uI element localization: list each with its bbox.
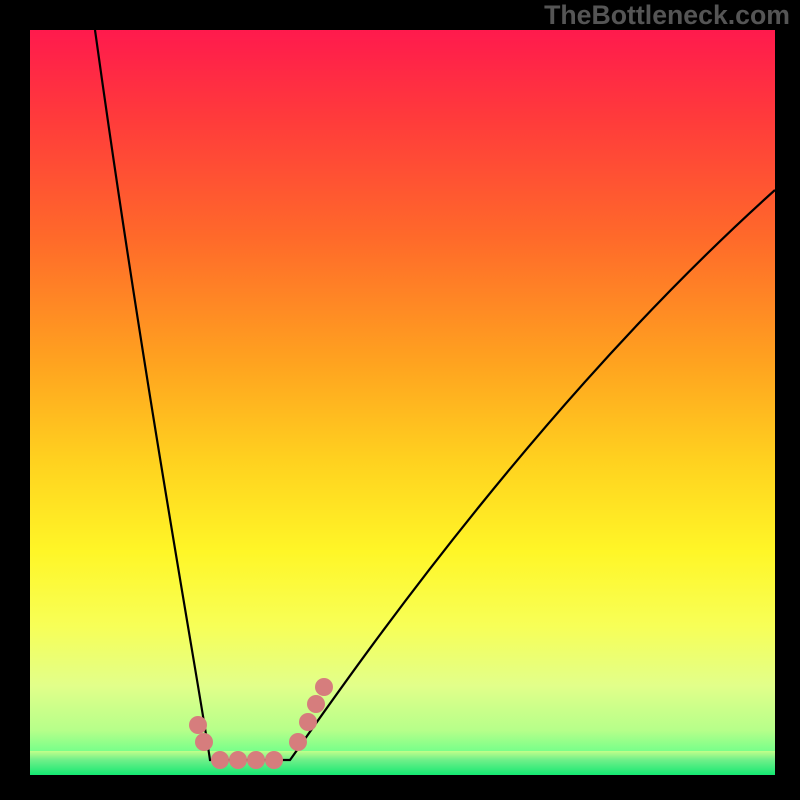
curve-marker — [265, 751, 283, 769]
curve-marker — [307, 695, 325, 713]
bottleneck-curve-svg — [30, 30, 775, 775]
outer-frame: TheBottleneck.com — [0, 0, 800, 800]
curve-marker — [315, 678, 333, 696]
curve-marker — [229, 751, 247, 769]
curve-marker — [299, 713, 317, 731]
v-curve-path — [95, 30, 775, 760]
curve-marker — [247, 751, 265, 769]
marker-group — [189, 678, 333, 769]
curve-marker — [189, 716, 207, 734]
curve-marker — [289, 733, 307, 751]
curve-marker — [195, 733, 213, 751]
plot-area — [30, 30, 775, 775]
watermark-text: TheBottleneck.com — [544, 0, 790, 31]
curve-marker — [211, 751, 229, 769]
